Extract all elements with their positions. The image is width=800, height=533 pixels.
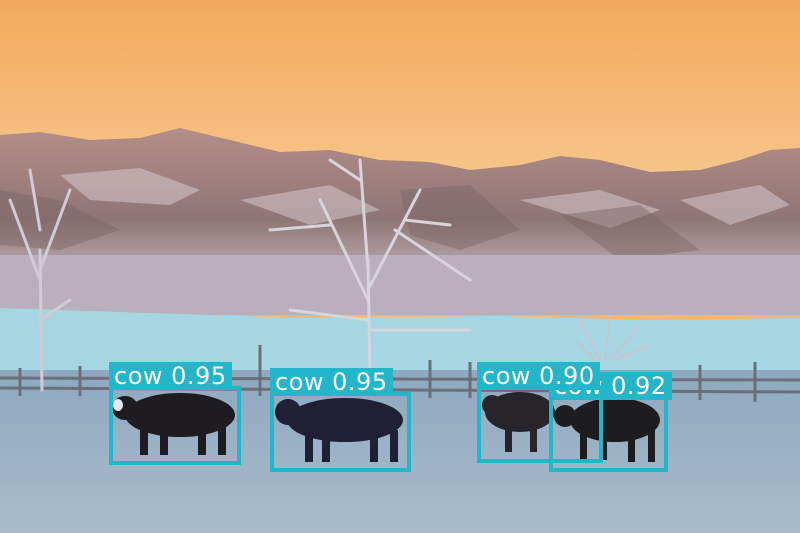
cow-2 (275, 398, 403, 462)
cow-3 (482, 392, 555, 452)
detection-box-cow-4: cow 0.90 (477, 362, 603, 463)
shrub-right (574, 314, 651, 361)
detection-box-cow-1: cow 0.95 (109, 362, 241, 465)
mountain-ridge-shadow (0, 185, 700, 260)
detection-label: cow 0.95 (270, 368, 393, 396)
detection-label: cow 0.95 (109, 362, 232, 390)
cow-1 (112, 393, 235, 455)
cow-4 (554, 398, 660, 462)
plain (0, 255, 800, 315)
mountain-snow-patches (60, 168, 790, 228)
bare-tree-center (268, 158, 472, 377)
detection-label: cow 0.90 (477, 362, 600, 390)
frozen-lake (0, 308, 800, 372)
detection-box-cow-2: cow 0.95 (270, 368, 411, 472)
mountain-range (0, 128, 800, 280)
bare-tree-left (8, 168, 72, 392)
